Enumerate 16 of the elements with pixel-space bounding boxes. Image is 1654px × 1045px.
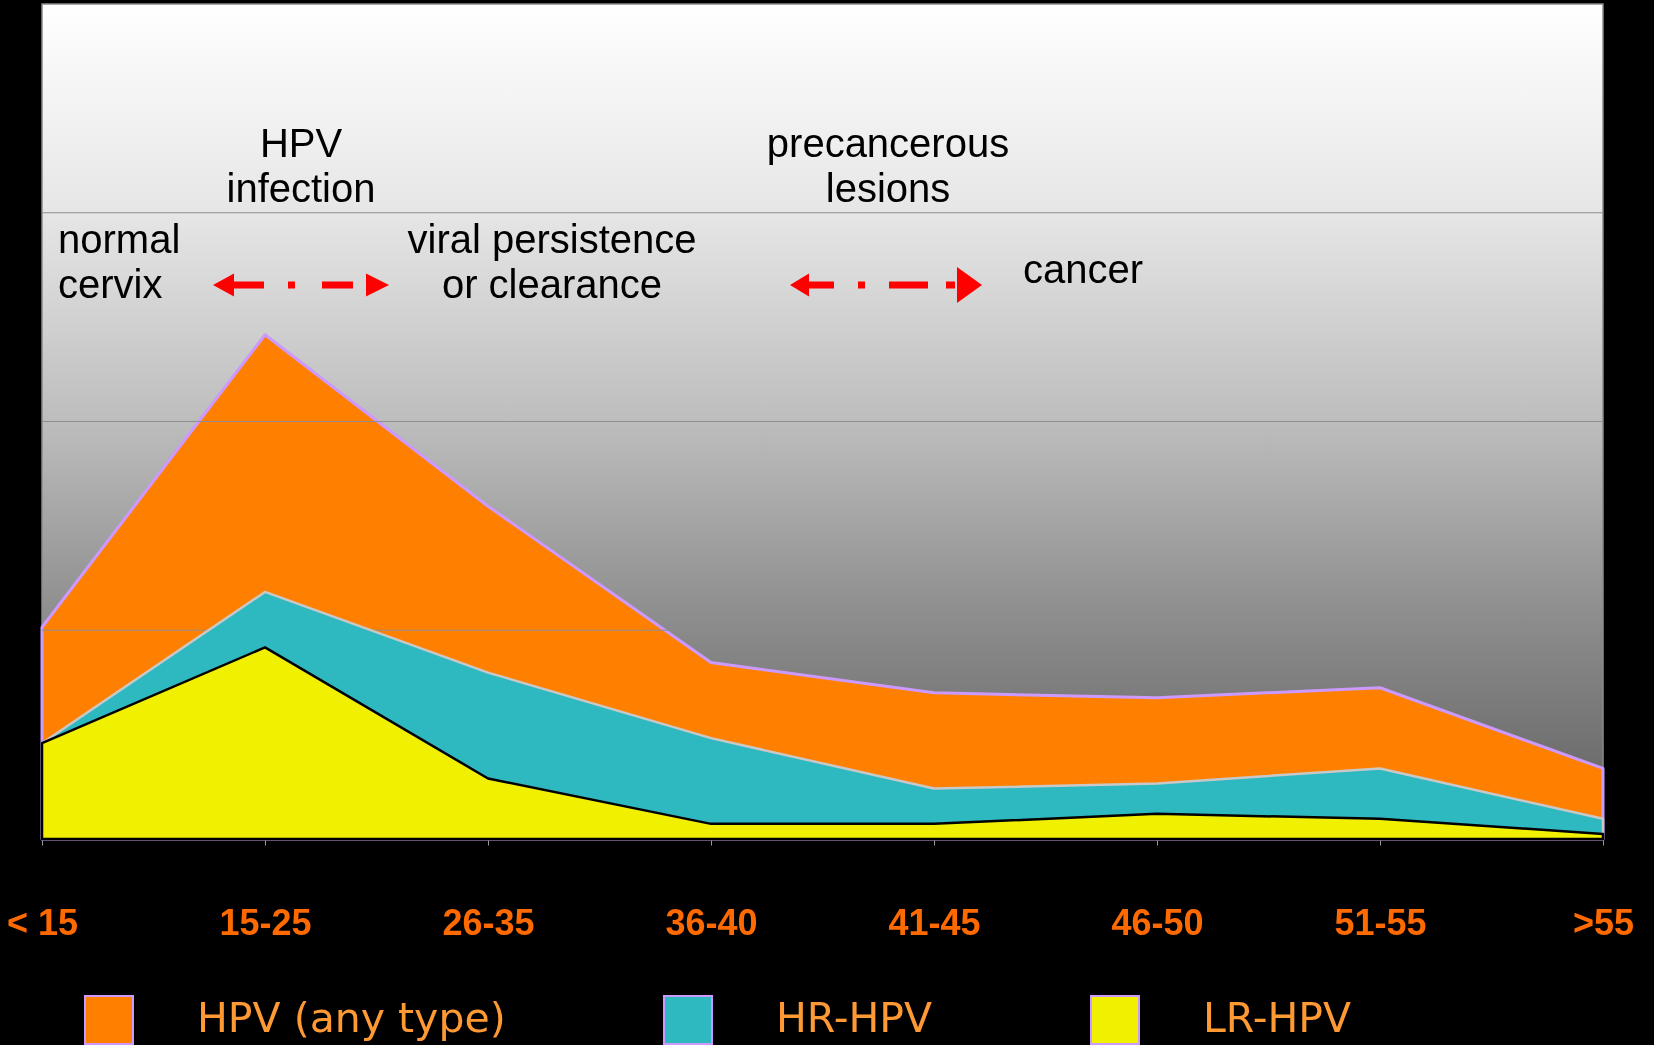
x-tick-label: < 15 [6,901,79,943]
x-tick-label: 46-50 [1111,901,1204,943]
text: normal cervix [58,217,181,306]
x-tick-label: 26-35 [442,901,535,943]
x-tick-label: >55 [1572,901,1635,943]
legend-label: HR-HPV [776,994,933,1042]
x-tick-label: 41-45 [888,901,981,943]
text: viral persistence or clearance [407,217,697,306]
x-tick-label: 51-55 [1334,901,1427,943]
legend-label: LR-HPV [1203,994,1352,1042]
legend-label: HPV (any type) [197,994,506,1042]
x-tick-label: 36-40 [665,901,758,943]
text: cancer [1023,247,1144,291]
text: precancerous lesions [766,121,1010,210]
text: HPV infection [226,121,376,210]
x-tick-label: 15-25 [219,901,312,943]
